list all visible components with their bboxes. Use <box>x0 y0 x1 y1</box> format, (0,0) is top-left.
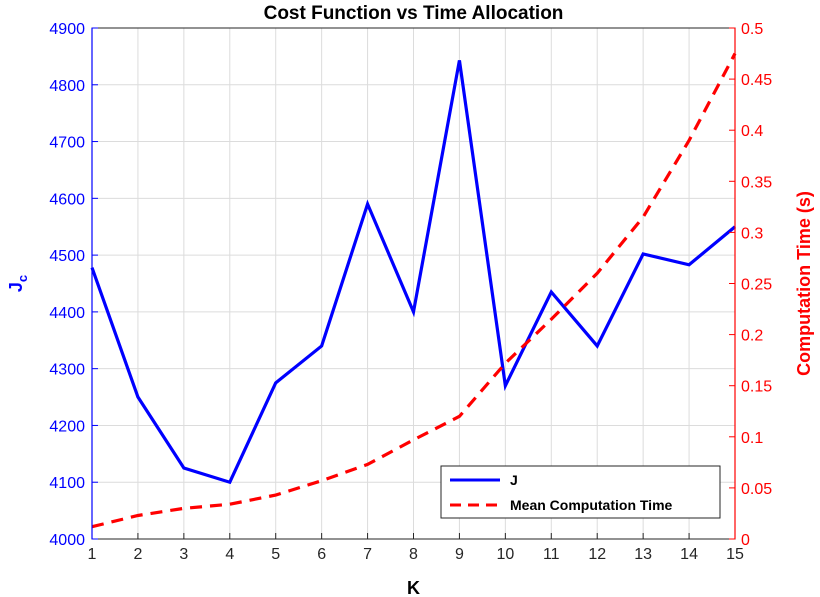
y-left-tick-label: 4000 <box>49 532 85 549</box>
legend: J Mean Computation Time <box>440 465 721 519</box>
y-axis-right-title: Computation Time (s) <box>794 191 814 376</box>
y-right-tick-label: 0.3 <box>741 225 763 242</box>
y-left-tick-label: 4500 <box>49 248 85 265</box>
tick-marks-and-labels: 1 2 3 4 5 6 7 8 9 10 11 12 13 14 154000410042004300440… <box>49 21 772 563</box>
y-axis-left-title-main: J <box>6 282 26 292</box>
x-tick-label: 1 <box>88 546 97 563</box>
series-line-j <box>90 60 737 485</box>
x-tick-label: 2 <box>133 546 142 563</box>
chart-title: Cost Function vs Time Allocation <box>264 3 564 24</box>
y-axis-left-title: Jc <box>6 275 30 292</box>
legend-label-mean-computation-time: Mean Computation Time <box>510 497 673 513</box>
y-left-tick-label: 4200 <box>49 418 85 435</box>
x-tick-label: 9 <box>455 546 464 563</box>
y-left-tick-label: 4900 <box>49 21 85 38</box>
x-tick-label: 12 <box>588 546 606 563</box>
x-tick-label: 7 <box>363 546 372 563</box>
series-lines <box>90 52 737 529</box>
y-right-tick-label: 0.05 <box>741 481 772 498</box>
y-axis-left-title-subscript: c <box>15 275 30 282</box>
x-tick-label: 6 <box>317 546 326 563</box>
y-left-tick-label: 4600 <box>49 191 85 208</box>
y-left-tick-label: 4100 <box>49 475 85 492</box>
series-line-mean-computation-time <box>91 52 737 529</box>
y-right-tick-label: 0 <box>741 532 750 549</box>
y-left-tick-label: 4800 <box>49 78 85 95</box>
y-right-tick-label: 0.5 <box>741 21 763 38</box>
x-axis-title: K <box>407 578 420 597</box>
x-tick-label: 5 <box>271 546 280 563</box>
legend-box <box>440 465 721 519</box>
y-right-tick-label: 0.4 <box>741 123 763 140</box>
y-left-tick-label: 4300 <box>49 362 85 379</box>
x-tick-label: 13 <box>634 546 652 563</box>
legend-label-j: J <box>510 472 518 488</box>
grid-lines <box>91 27 736 540</box>
y-left-tick-label: 4700 <box>49 135 85 152</box>
x-tick-label: 14 <box>680 546 698 563</box>
y-right-tick-label: 0.15 <box>741 379 772 396</box>
y-right-tick-label: 0.1 <box>741 430 763 447</box>
x-tick-label: 15 <box>726 546 744 563</box>
y-right-tick-label: 0.25 <box>741 277 772 294</box>
x-tick-label: 8 <box>409 546 418 563</box>
y-right-tick-label: 0.45 <box>741 72 772 89</box>
x-tick-label: 4 <box>225 546 234 563</box>
x-tick-label: 3 <box>179 546 188 563</box>
y-right-tick-label: 0.35 <box>741 174 772 191</box>
y-left-tick-label: 4400 <box>49 305 85 322</box>
x-tick-label: 11 <box>543 546 560 563</box>
y-right-tick-label: 0.2 <box>741 328 763 345</box>
x-tick-label: 10 <box>496 546 514 563</box>
